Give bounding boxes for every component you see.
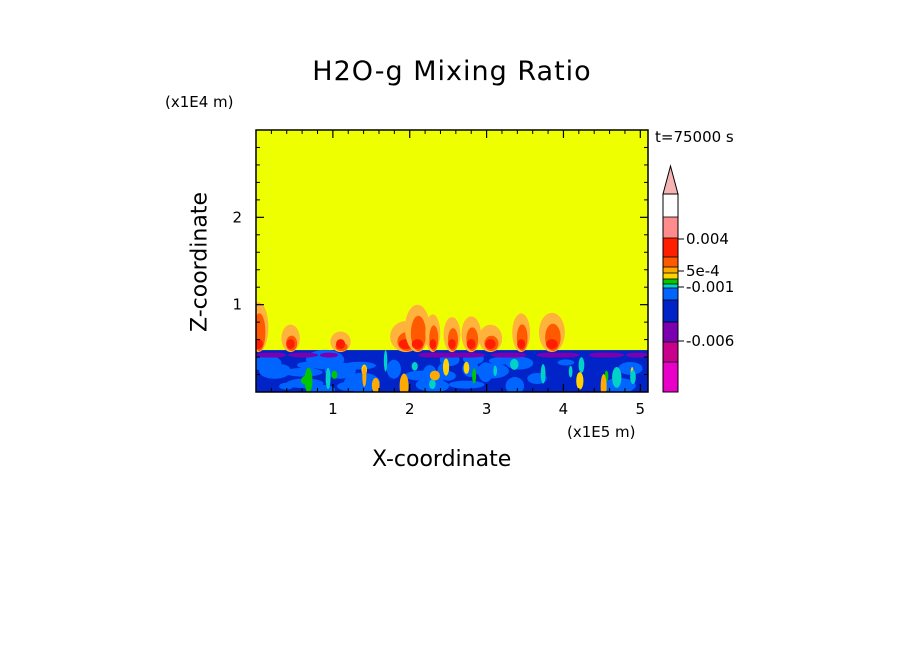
blue-cell [386, 359, 401, 379]
filament [578, 357, 585, 373]
colorbar-segment [663, 257, 678, 267]
filament [612, 366, 622, 388]
purple-cell [536, 352, 565, 358]
purple-cell [423, 352, 455, 358]
colorbar-segment [663, 362, 678, 392]
blue-cell [271, 364, 291, 375]
filament [600, 374, 607, 392]
x-axis-unit: (x1E5 m) [567, 423, 636, 441]
filament [493, 365, 498, 377]
colorbar-segment [663, 238, 678, 257]
plume-core [485, 339, 496, 350]
x-axis-label: X-coordinate [372, 447, 512, 472]
colorbar-segment [663, 342, 678, 362]
colorbar-segment [663, 322, 678, 342]
filament [568, 365, 573, 378]
x-tick-label: 4 [559, 400, 569, 418]
filament [371, 377, 380, 392]
contour-field [256, 130, 648, 392]
x-tick-label: 3 [482, 400, 492, 418]
colorbar-segment [663, 267, 678, 273]
purple-cell [320, 352, 339, 358]
colorbar-label: -0.001 [686, 278, 734, 296]
time-label: t=75000 s [655, 128, 734, 146]
blue-cell [343, 372, 380, 392]
filament [472, 368, 477, 384]
blue-cell [557, 359, 575, 366]
colorbar: 0.004 5e-4-0.001 -0.006 [662, 164, 734, 393]
blue-cell [478, 362, 493, 383]
axis-ticks: 1 2 3 4 5 1 2 [232, 130, 648, 418]
colorbar-segment [663, 279, 678, 284]
plume-core [546, 339, 558, 350]
filament [442, 358, 450, 376]
z-axis-unit: (x1E4 m) [165, 93, 234, 111]
blue-cell [283, 367, 323, 377]
purple-cell [588, 352, 616, 358]
colorbar-frame [662, 193, 679, 393]
filament [411, 362, 418, 371]
filament [429, 370, 440, 381]
colorbar-segment [663, 284, 678, 288]
filament [576, 372, 584, 390]
chart-title: H2O-g Mixing Ratio [312, 56, 592, 87]
plot-frame [255, 129, 649, 393]
colorbar-label: -0.006 [686, 332, 734, 350]
plume-core [256, 339, 263, 350]
colorbar-label: 5e-4 [686, 262, 720, 280]
plume-core [411, 339, 424, 350]
colorbar-segment [663, 273, 678, 279]
y-tick-label: 1 [232, 296, 242, 314]
plume-core [286, 339, 295, 350]
blue-cell [448, 380, 485, 389]
colorbar-segment [663, 300, 678, 322]
purple-cell [266, 352, 286, 358]
blue-cell [279, 382, 294, 390]
x-tick-label: 2 [405, 400, 415, 418]
plume-core [517, 339, 526, 350]
filament [331, 370, 338, 380]
filament [429, 379, 436, 389]
filament [463, 361, 470, 374]
filament [383, 350, 388, 372]
x-tick-label: 5 [636, 400, 646, 418]
purple-cell [501, 352, 522, 358]
blue-cell [505, 377, 525, 392]
filament [630, 370, 636, 385]
blue-cell [314, 356, 330, 363]
blue-cell [297, 361, 322, 369]
colorbar-segment [663, 288, 678, 300]
filament [510, 358, 519, 370]
colorbar-segment [663, 217, 678, 238]
filament [304, 367, 313, 392]
plume-core [466, 339, 476, 350]
filament [540, 364, 546, 384]
filament [399, 373, 409, 392]
x-tick-label: 1 [328, 400, 338, 418]
purple-cell [625, 352, 648, 358]
plume-core [448, 339, 456, 350]
purple-cell [288, 352, 319, 358]
colorbar-extend-arrow [662, 164, 679, 195]
blue-cell [618, 361, 643, 375]
plume-core [335, 339, 346, 350]
filament [362, 366, 367, 387]
y-tick-label: 2 [232, 208, 242, 226]
filament [325, 367, 331, 390]
blue-cell [488, 357, 513, 365]
plume-core [429, 339, 437, 350]
colorbar-label: 0.004 [686, 230, 729, 248]
